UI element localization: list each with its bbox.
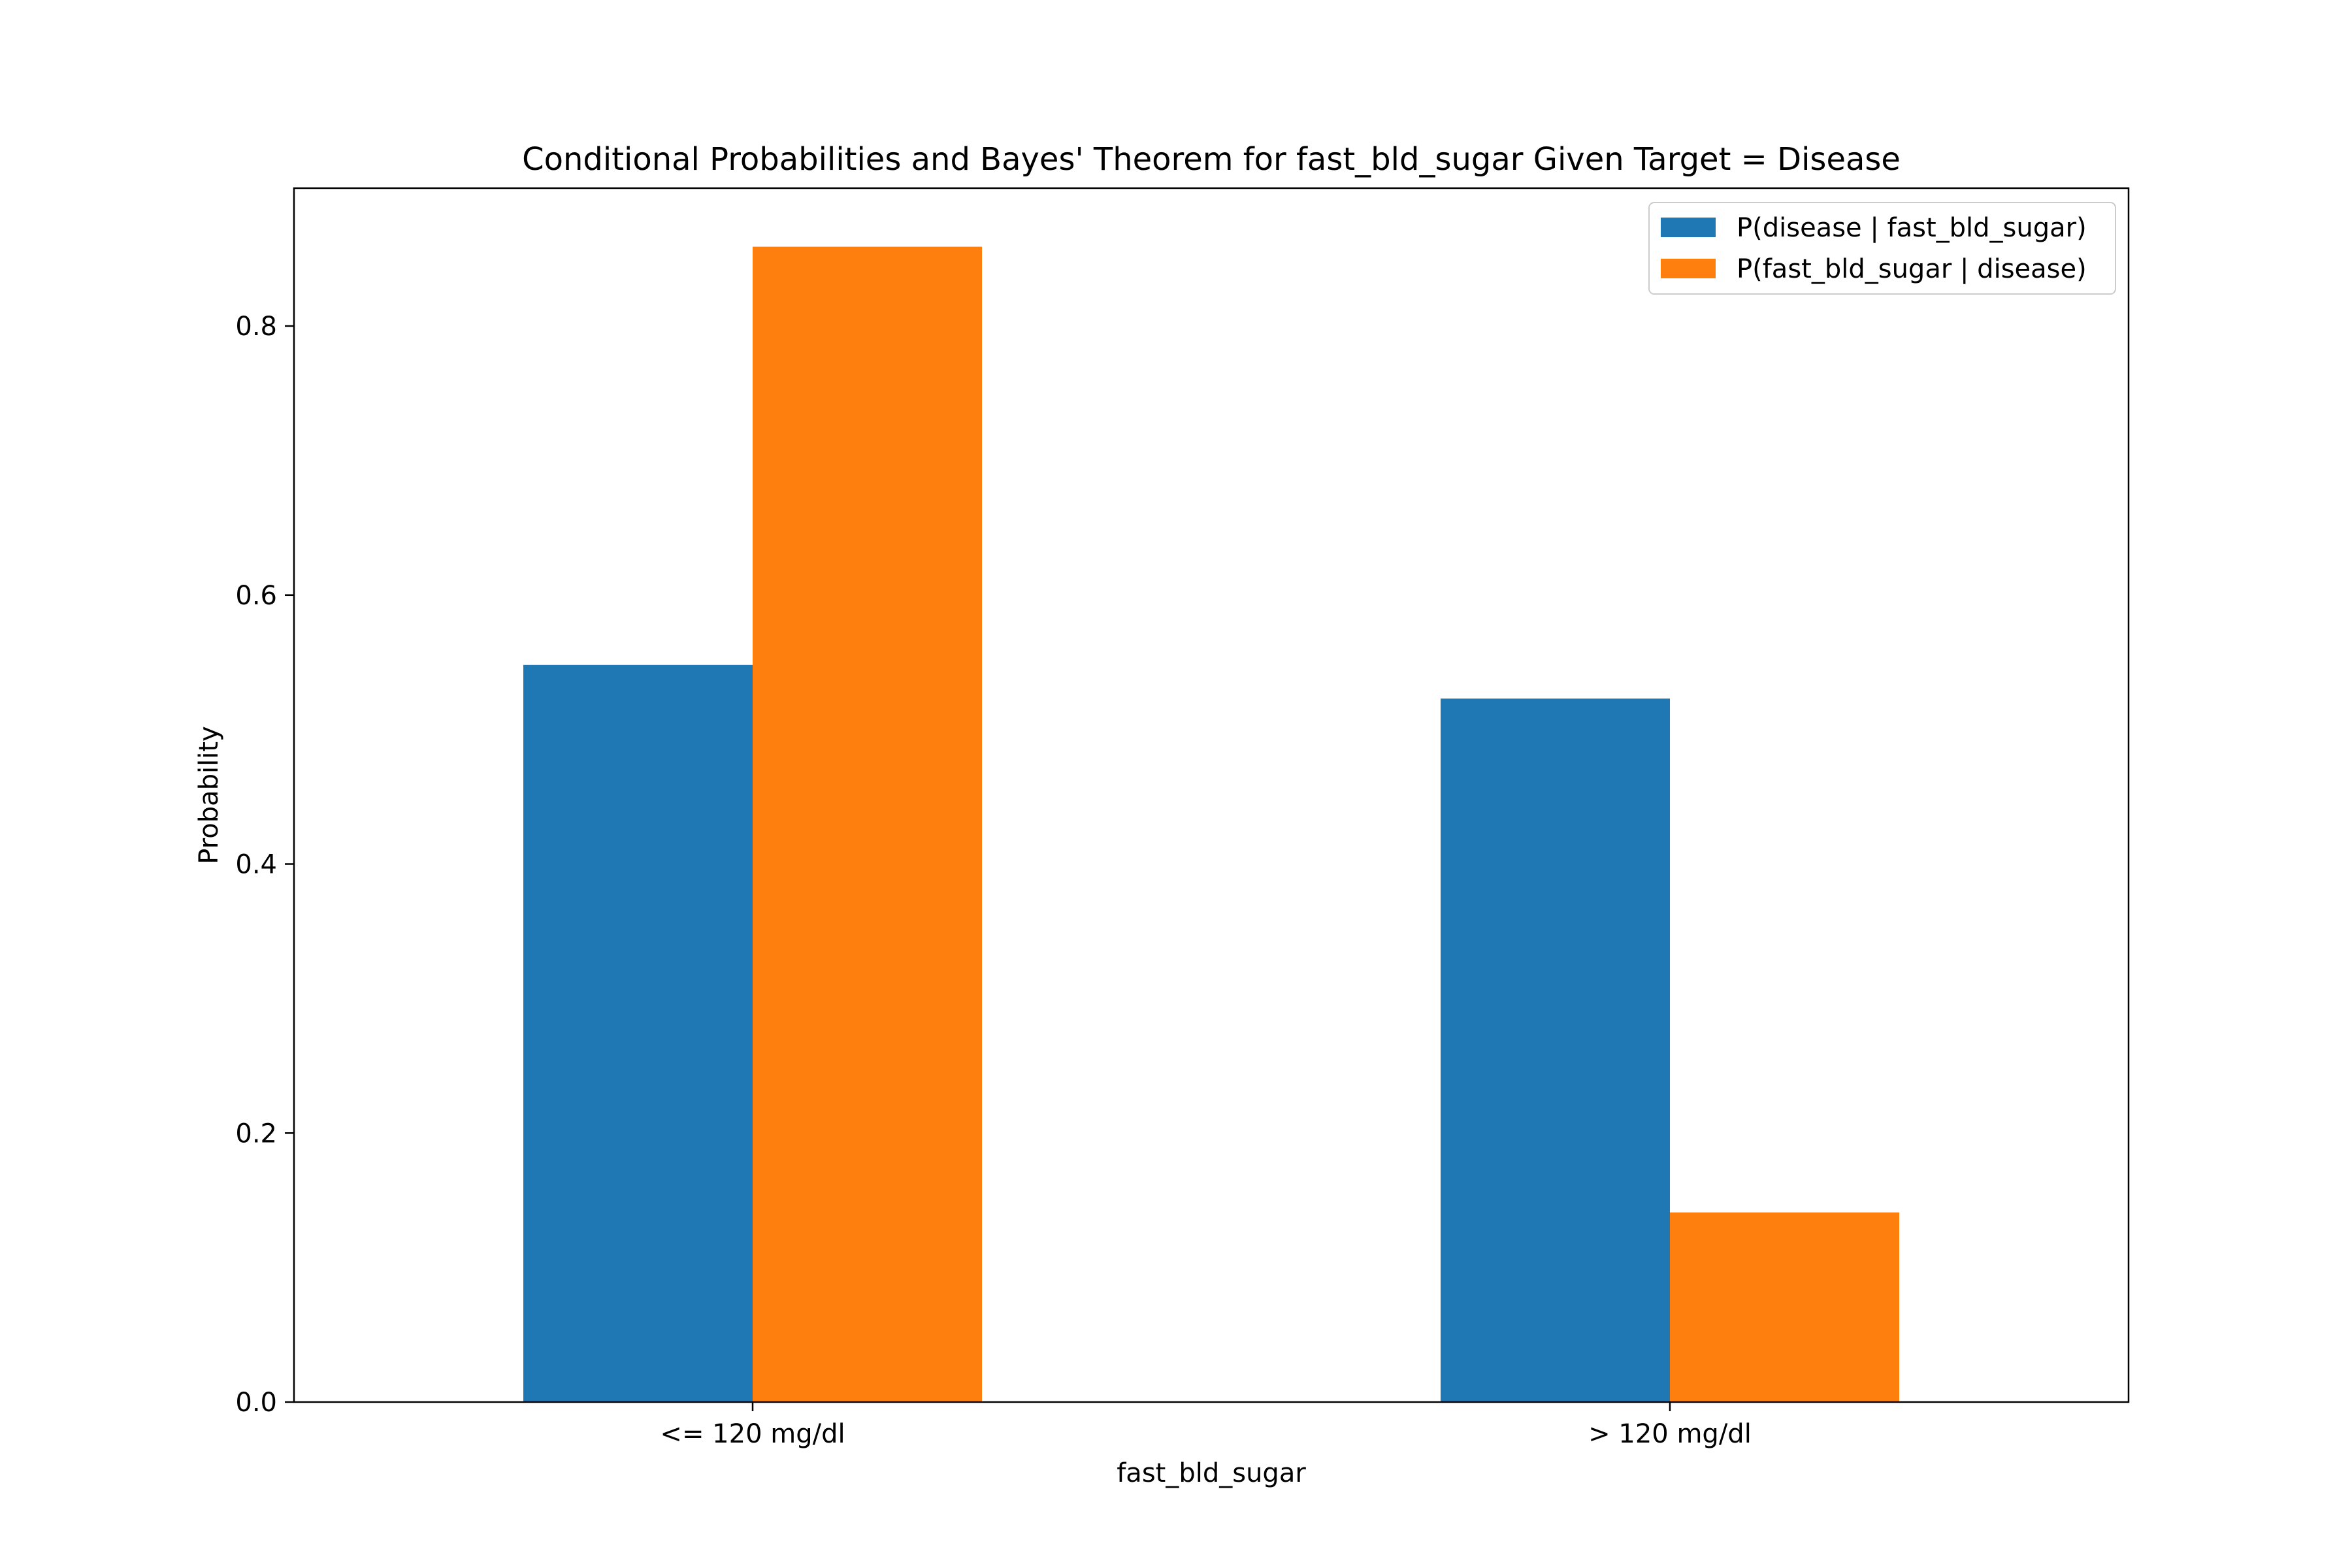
bar-series-1-category-0 bbox=[753, 246, 982, 1403]
legend-box bbox=[1648, 202, 2116, 295]
x-axis-label: fast_bld_sugar bbox=[1117, 1458, 1306, 1488]
bar-series-1-category-1 bbox=[1670, 1212, 1899, 1402]
legend-swatch-disease-given-sugar bbox=[1661, 218, 1716, 237]
y-tick-label-4: 0.8 bbox=[235, 312, 277, 342]
axes-frame bbox=[293, 187, 2130, 1403]
bars-group bbox=[523, 246, 1899, 1403]
legend-swatch-sugar-given-disease bbox=[1661, 259, 1716, 278]
legend-label-sugar-given-disease: P(fast_bld_sugar | disease) bbox=[1737, 254, 2087, 284]
y-tick-label-3: 0.6 bbox=[235, 581, 277, 611]
y-tick-label-2: 0.4 bbox=[235, 850, 277, 880]
y-tick-label-0: 0.0 bbox=[235, 1388, 277, 1418]
chart-title: Conditional Probabilities and Bayes' The… bbox=[522, 141, 1901, 178]
x-axis-ticks: <= 120 mg/dl > 120 mg/dl bbox=[660, 1402, 1752, 1449]
plot-area: 0.0 0.2 0.4 0.6 0.8 <= 120 mg/dl > 120 mg/dl bbox=[235, 187, 2130, 1449]
x-tick-label-0: <= 120 mg/dl bbox=[660, 1419, 845, 1449]
legend: P(disease | fast_bld_sugar) P(fast_bld_s… bbox=[1648, 202, 2116, 295]
legend-label-disease-given-sugar: P(disease | fast_bld_sugar) bbox=[1737, 213, 2087, 243]
bar-series-0-category-1 bbox=[1441, 698, 1670, 1402]
x-tick-label-1: > 120 mg/dl bbox=[1588, 1419, 1752, 1449]
y-tick-label-1: 0.2 bbox=[235, 1119, 277, 1149]
bar-series-0-category-0 bbox=[523, 664, 753, 1402]
y-axis-label: Probability bbox=[194, 726, 224, 864]
y-axis-ticks: 0.0 0.2 0.4 0.6 0.8 bbox=[235, 312, 294, 1418]
